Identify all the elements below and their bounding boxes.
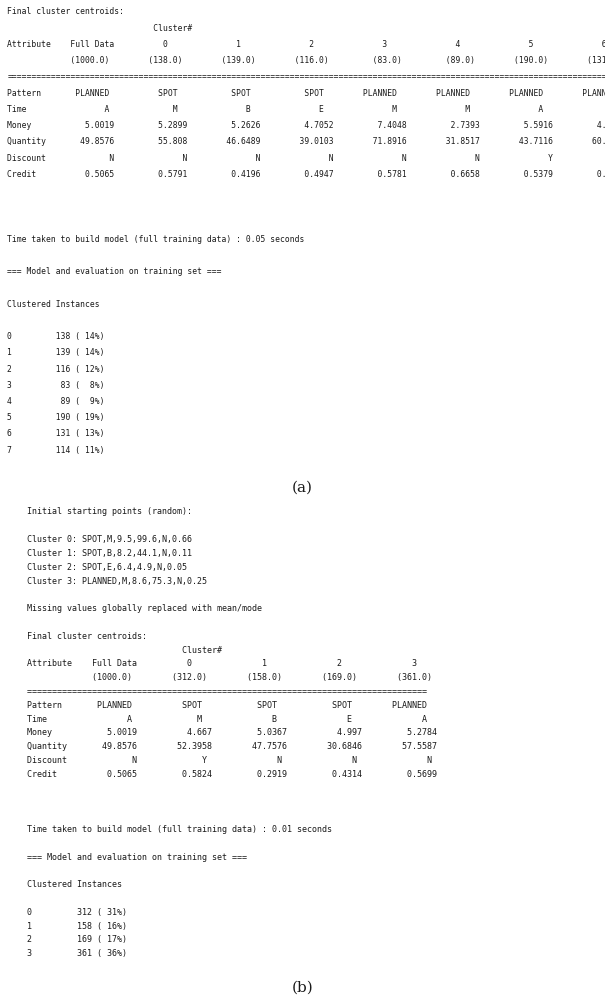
Text: (a): (a) — [292, 481, 313, 495]
Text: 6         131 ( 13%): 6 131 ( 13%) — [7, 429, 105, 438]
Text: Pattern       PLANNED          SPOT           SPOT           SPOT        PLANNED: Pattern PLANNED SPOT SPOT SPOT PLANNED — [7, 89, 605, 98]
Text: Discount             N              N              N              N             : Discount N N N N — [7, 154, 605, 163]
Text: Clustered Instances: Clustered Instances — [7, 880, 122, 889]
Text: Missing values globally replaced with mean/mode: Missing values globally replaced with me… — [7, 604, 262, 613]
Text: === Model and evaluation on training set ===: === Model and evaluation on training set… — [7, 853, 247, 862]
Text: Time                A             M              B              E              A: Time A M B E A — [7, 715, 427, 724]
Text: 7         114 ( 11%): 7 114 ( 11%) — [7, 446, 105, 455]
Text: Attribute    Full Data          0              1              2              3  : Attribute Full Data 0 1 2 3 — [7, 40, 605, 49]
Text: Cluster#: Cluster# — [7, 24, 192, 33]
Text: Credit          0.5065         0.5791         0.4196         0.4947         0.57: Credit 0.5065 0.5791 0.4196 0.4947 0.57 — [7, 170, 605, 179]
Text: Credit          0.5065         0.5824         0.2919         0.4314         0.56: Credit 0.5065 0.5824 0.2919 0.4314 0.56 — [7, 770, 437, 779]
Text: Quantity       49.8576         55.808        46.6489        39.0103        71.89: Quantity 49.8576 55.808 46.6489 39.0103 … — [7, 137, 605, 146]
Text: ================================================================================: ========================================… — [7, 72, 605, 81]
Text: Final cluster centroids:: Final cluster centroids: — [7, 7, 124, 16]
Text: 3         361 ( 36%): 3 361 ( 36%) — [7, 949, 127, 958]
Text: Pattern       PLANNED          SPOT           SPOT           SPOT        PLANNED: Pattern PLANNED SPOT SPOT SPOT PLANNED — [7, 701, 427, 710]
Text: Cluster 2: SPOT,E,6.4,4.9,N,0.05: Cluster 2: SPOT,E,6.4,4.9,N,0.05 — [7, 563, 188, 572]
Text: (1000.0)        (312.0)        (158.0)        (169.0)        (361.0): (1000.0) (312.0) (158.0) (169.0) (361.0) — [7, 673, 432, 682]
Text: 0         312 ( 31%): 0 312 ( 31%) — [7, 908, 127, 917]
Text: 0         138 ( 14%): 0 138 ( 14%) — [7, 332, 105, 341]
Text: 4          89 (  9%): 4 89 ( 9%) — [7, 397, 105, 406]
Text: 1         139 ( 14%): 1 139 ( 14%) — [7, 348, 105, 357]
Text: Quantity       49.8576        52.3958        47.7576        30.6846        57.55: Quantity 49.8576 52.3958 47.7576 30.6846… — [7, 742, 437, 751]
Text: 2         116 ( 12%): 2 116 ( 12%) — [7, 365, 105, 374]
Text: Time taken to build model (full training data) : 0.05 seconds: Time taken to build model (full training… — [7, 235, 305, 244]
Text: Cluster 0: SPOT,M,9.5,99.6,N,0.66: Cluster 0: SPOT,M,9.5,99.6,N,0.66 — [7, 535, 192, 544]
Text: 5         190 ( 19%): 5 190 ( 19%) — [7, 413, 105, 422]
Text: 1         158 ( 16%): 1 158 ( 16%) — [7, 922, 127, 931]
Text: Money           5.0019         5.2899         5.2626         4.7052         7.40: Money 5.0019 5.2899 5.2626 4.7052 7.40 — [7, 121, 605, 130]
Text: Cluster 1: SPOT,B,8.2,44.1,N,0.11: Cluster 1: SPOT,B,8.2,44.1,N,0.11 — [7, 549, 192, 558]
Text: Clustered Instances: Clustered Instances — [7, 300, 100, 309]
Text: Cluster 3: PLANNED,M,8.6,75.3,N,0.25: Cluster 3: PLANNED,M,8.6,75.3,N,0.25 — [7, 577, 208, 586]
Text: Initial starting points (random):: Initial starting points (random): — [7, 508, 192, 516]
Text: Cluster#: Cluster# — [7, 646, 222, 655]
Text: === Model and evaluation on training set ===: === Model and evaluation on training set… — [7, 267, 222, 276]
Text: Final cluster centroids:: Final cluster centroids: — [7, 632, 147, 641]
Text: Money           5.0019          4.667         5.0367          4.997         5.27: Money 5.0019 4.667 5.0367 4.997 5.27 — [7, 728, 437, 737]
Text: 2         169 ( 17%): 2 169 ( 17%) — [7, 935, 127, 944]
Text: 3          83 (  8%): 3 83 ( 8%) — [7, 381, 105, 390]
Text: Discount             N             Y              N              N              : Discount N Y N N — [7, 756, 432, 765]
Text: (1000.0)        (138.0)        (139.0)        (116.0)         (83.0)         (89: (1000.0) (138.0) (139.0) (116.0) (83.0) … — [7, 56, 605, 65]
Text: Time taken to build model (full training data) : 0.01 seconds: Time taken to build model (full training… — [7, 825, 332, 834]
Text: ================================================================================: ========================================… — [7, 687, 427, 696]
Text: Time                A             M              B              E              M: Time A M B E M — [7, 105, 605, 114]
Text: Attribute    Full Data          0              1              2              3: Attribute Full Data 0 1 2 3 — [7, 659, 417, 668]
Text: (b): (b) — [292, 981, 313, 995]
